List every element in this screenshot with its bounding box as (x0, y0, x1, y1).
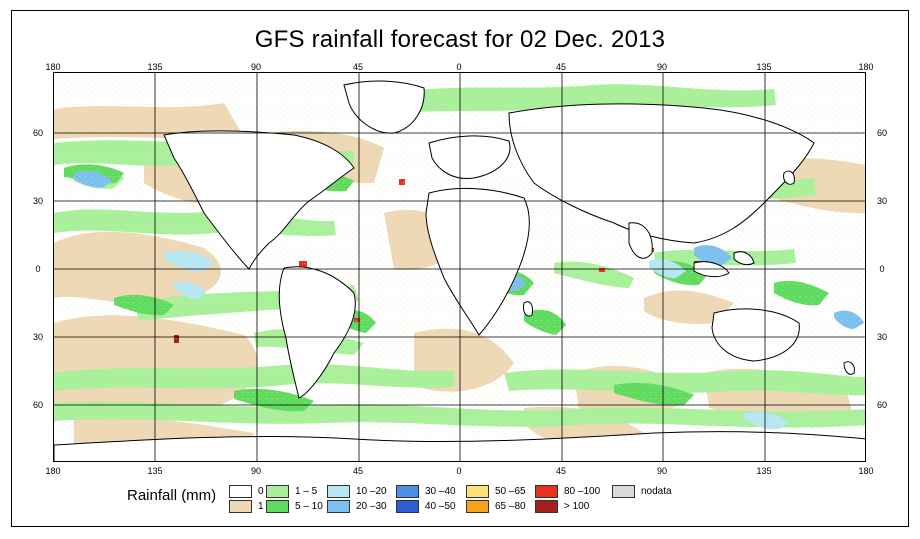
right-lat-label: 0 (879, 264, 885, 274)
left-lat-label: 60 (32, 400, 43, 410)
left-lat-label: 30 (32, 196, 43, 206)
graticule (54, 73, 865, 461)
bottom-lon-label: 135 (147, 466, 163, 476)
legend-label: 20 –30 (356, 501, 387, 512)
legend-label: 1 – 5 (295, 486, 318, 497)
legend-swatch-2 (266, 485, 289, 498)
figure-frame (11, 10, 909, 527)
legend-swatch-8 (466, 485, 489, 498)
legend-label: 1 (258, 501, 264, 512)
top-lon-label: 90 (656, 62, 667, 72)
bottom-lon-label: 180 (45, 466, 61, 476)
legend-swatch-1 (229, 500, 252, 513)
right-lat-label: 30 (876, 196, 887, 206)
map-title: GFS rainfall forecast for 02 Dec. 2013 (254, 26, 666, 53)
legend-swatch-9 (466, 500, 489, 513)
bottom-lon-label: 45 (555, 466, 566, 476)
right-lat-label: 60 (876, 128, 887, 138)
legend-label: 65 –80 (495, 501, 526, 512)
top-lon-label: 45 (555, 62, 566, 72)
bottom-lon-label: 180 (858, 466, 874, 476)
legend-label: nodata (641, 486, 672, 497)
rainfall-map (53, 72, 866, 462)
bottom-lon-label: 90 (250, 466, 261, 476)
legend-swatch-5 (327, 500, 350, 513)
legend-title: Rainfall (mm) (127, 487, 217, 504)
top-lon-label: 90 (250, 62, 261, 72)
legend-label: 40 –50 (425, 501, 456, 512)
legend-label: 50 –65 (495, 486, 526, 497)
top-lon-label: 135 (147, 62, 163, 72)
legend-swatch-10 (535, 485, 558, 498)
left-lat-label: 30 (32, 332, 43, 342)
top-lon-label: 180 (45, 62, 61, 72)
top-lon-label: 45 (352, 62, 363, 72)
legend-swatch-3 (266, 500, 289, 513)
legend-label: 0 (258, 486, 264, 497)
coastlines (54, 80, 865, 461)
legend-label: > 100 (564, 501, 590, 512)
legend-swatch-4 (327, 485, 350, 498)
top-lon-label: 0 (456, 62, 462, 72)
left-lat-label: 60 (32, 128, 43, 138)
bottom-lon-label: 135 (756, 466, 772, 476)
legend-label: 10 –20 (356, 486, 387, 497)
left-lat-label: 0 (35, 264, 41, 274)
bottom-lon-label: 90 (656, 466, 667, 476)
right-lat-label: 60 (876, 400, 887, 410)
right-lat-label: 30 (876, 332, 887, 342)
map-canvas (54, 73, 865, 461)
legend-swatch-0 (229, 485, 252, 498)
top-lon-label: 135 (756, 62, 772, 72)
bottom-lon-label: 45 (352, 466, 363, 476)
bottom-lon-label: 0 (456, 466, 462, 476)
legend-label: 80 –100 (564, 486, 601, 497)
legend-swatch-6 (396, 485, 419, 498)
legend-swatch-12 (612, 485, 635, 498)
legend-label: 5 – 10 (295, 501, 323, 512)
legend-swatch-7 (396, 500, 419, 513)
legend-swatch-11 (535, 500, 558, 513)
legend-label: 30 –40 (425, 486, 456, 497)
top-lon-label: 180 (858, 62, 874, 72)
